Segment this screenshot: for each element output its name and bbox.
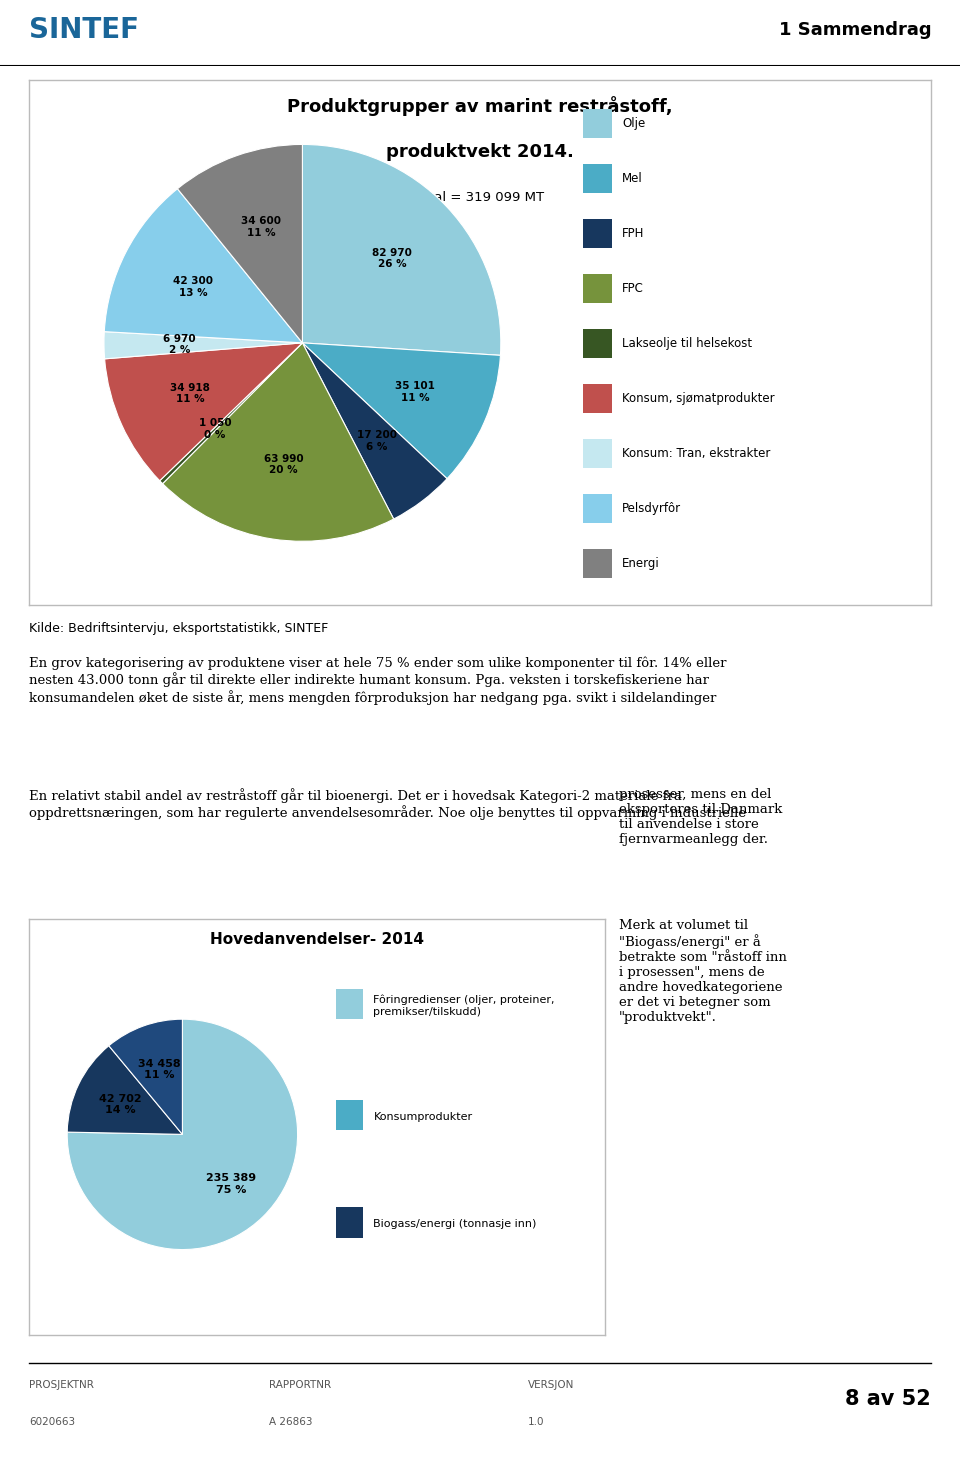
- Wedge shape: [178, 144, 302, 343]
- Text: 17 200
6 %: 17 200 6 %: [356, 430, 396, 452]
- Wedge shape: [302, 343, 500, 479]
- Text: 235 389
75 %: 235 389 75 %: [205, 1173, 256, 1195]
- Text: 34 600
11 %: 34 600 11 %: [241, 216, 281, 238]
- Bar: [583, 549, 612, 578]
- Text: Merk at volumet til
"Biogass/energi" er å
betrakte som "råstoff inn
i prosessen": Merk at volumet til "Biogass/energi" er …: [619, 919, 787, 1024]
- Wedge shape: [67, 1046, 182, 1135]
- Bar: [337, 1100, 363, 1131]
- Bar: [583, 330, 612, 357]
- Text: 6020663: 6020663: [29, 1418, 75, 1427]
- Bar: [337, 989, 363, 1020]
- Bar: [337, 1208, 363, 1237]
- Text: Energi: Energi: [622, 557, 660, 570]
- Text: Pelsdyrfôr: Pelsdyrfôr: [622, 502, 682, 515]
- Wedge shape: [104, 331, 302, 359]
- Wedge shape: [302, 144, 501, 356]
- Text: VERSJON: VERSJON: [528, 1380, 574, 1390]
- Text: 42 300
13 %: 42 300 13 %: [173, 276, 213, 298]
- Text: produktvekt 2014.: produktvekt 2014.: [386, 143, 574, 162]
- Bar: [583, 109, 612, 139]
- Text: 1.0: 1.0: [528, 1418, 544, 1427]
- Text: 82 970
26 %: 82 970 26 %: [372, 248, 412, 270]
- Wedge shape: [105, 188, 302, 343]
- Wedge shape: [67, 1020, 298, 1249]
- Text: Konsum, sjømatprodukter: Konsum, sjømatprodukter: [622, 392, 775, 406]
- Wedge shape: [108, 1020, 182, 1135]
- Bar: [583, 165, 612, 193]
- Text: Lakseolje til helsekost: Lakseolje til helsekost: [622, 337, 753, 350]
- Text: En relativt stabil andel av restråstoff går til bioenergi. Det er i hovedsak Kat: En relativt stabil andel av restråstoff …: [29, 788, 746, 820]
- Text: Olje: Olje: [622, 117, 645, 130]
- Bar: [583, 219, 612, 248]
- Text: Produktgrupper av marint restråstoff,: Produktgrupper av marint restråstoff,: [287, 96, 673, 115]
- Text: Mel: Mel: [622, 172, 643, 185]
- Text: 63 990
20 %: 63 990 20 %: [264, 454, 303, 476]
- Text: 1 Sammendrag: 1 Sammendrag: [779, 20, 931, 38]
- Text: En grov kategorisering av produktene viser at hele 75 % ender som ulike komponen: En grov kategorisering av produktene vis…: [29, 657, 727, 705]
- Wedge shape: [159, 343, 302, 483]
- Text: 34 458
11 %: 34 458 11 %: [137, 1059, 180, 1080]
- Text: A 26863: A 26863: [269, 1418, 312, 1427]
- Text: 35 101
11 %: 35 101 11 %: [396, 381, 435, 403]
- Text: Konsumprodukter: Konsumprodukter: [373, 1112, 472, 1122]
- Wedge shape: [105, 343, 302, 480]
- Bar: [583, 384, 612, 413]
- Text: FPC: FPC: [622, 282, 644, 295]
- Text: Total = 319 099 MT: Total = 319 099 MT: [416, 191, 544, 204]
- Wedge shape: [302, 343, 447, 519]
- Text: Biogass/energi (tonnasje inn): Biogass/energi (tonnasje inn): [373, 1220, 537, 1228]
- Text: SINTEF: SINTEF: [29, 16, 139, 44]
- Text: 42 702
14 %: 42 702 14 %: [99, 1094, 141, 1115]
- Text: 34 918
11 %: 34 918 11 %: [170, 382, 210, 404]
- Text: Konsum: Tran, ekstrakter: Konsum: Tran, ekstrakter: [622, 446, 771, 460]
- Wedge shape: [162, 343, 394, 541]
- Text: 8 av 52: 8 av 52: [846, 1389, 931, 1409]
- Text: 6 970
2 %: 6 970 2 %: [163, 334, 196, 355]
- Bar: [583, 495, 612, 522]
- Text: Hovedanvendelser- 2014: Hovedanvendelser- 2014: [210, 932, 423, 947]
- Text: Kilde: Bedriftsintervju, eksportstatistikk, SINTEF: Kilde: Bedriftsintervju, eksportstatisti…: [29, 623, 328, 635]
- Text: FPH: FPH: [622, 228, 644, 241]
- Bar: [583, 274, 612, 303]
- Text: 1 050
0 %: 1 050 0 %: [199, 419, 231, 441]
- Text: PROSJEKTNR: PROSJEKTNR: [29, 1380, 94, 1390]
- Text: RAPPORTNR: RAPPORTNR: [269, 1380, 331, 1390]
- Bar: [583, 439, 612, 468]
- Text: Fôringredienser (oljer, proteiner,
premikser/tilskudd): Fôringredienser (oljer, proteiner, premi…: [373, 995, 555, 1017]
- Text: prosesser, mens en del
eksporteres til Danmark
til anvendelse i store
fjernvarme: prosesser, mens en del eksporteres til D…: [619, 788, 782, 846]
